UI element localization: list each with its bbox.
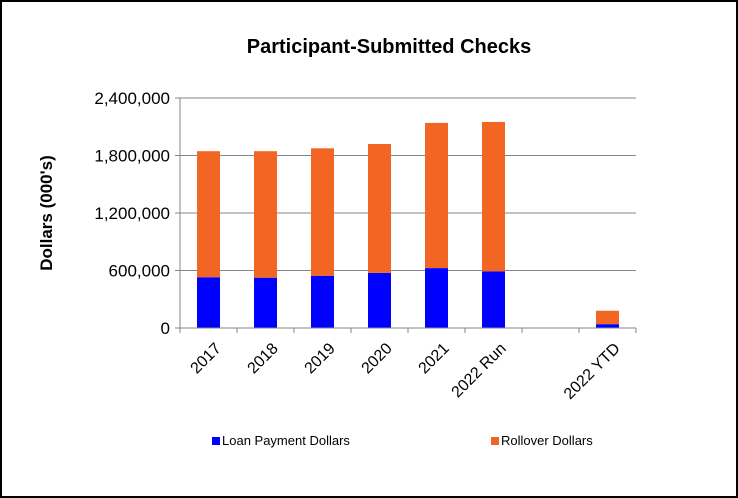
bars: [197, 121, 619, 328]
bar-loan-payment: [425, 268, 448, 328]
axes: [175, 97, 637, 333]
x-tick-label: 2018: [244, 340, 281, 377]
bar-loan-payment: [368, 272, 391, 328]
x-tick-label: 2019: [301, 340, 338, 377]
x-tick-label: 2021: [415, 340, 452, 377]
chart-title: Participant-Submitted Checks: [247, 36, 532, 58]
bar-loan-payment: [197, 277, 220, 328]
x-tick-label: 2022 Run: [449, 340, 510, 401]
y-tick-labels: 0 600,000 1,200,000 1,800,000 2,400,000: [94, 89, 170, 338]
legend: Loan Payment Dollars Rollover Dollars: [212, 433, 593, 448]
bar-rollover: [311, 148, 334, 276]
y-axis-label: Dollars (000's): [37, 155, 56, 271]
bar-loan-payment: [254, 277, 277, 328]
bar-loan-payment: [311, 275, 334, 328]
x-tick-label: 2017: [187, 340, 224, 377]
y-tick-label: 600,000: [109, 262, 170, 281]
bar-rollover: [197, 151, 220, 278]
y-tick-label: 1,200,000: [94, 204, 170, 223]
bar-loan-payment: [482, 271, 505, 328]
bar-rollover: [425, 122, 448, 269]
legend-label-loan-payment: Loan Payment Dollars: [222, 433, 350, 448]
bar-rollover: [482, 121, 505, 272]
bar-rollover: [368, 144, 391, 273]
y-tick-label: 1,800,000: [94, 147, 170, 166]
bar-loan-payment: [596, 324, 619, 328]
legend-label-rollover: Rollover Dollars: [501, 433, 593, 448]
x-tick-label: 2020: [358, 340, 395, 377]
bar-rollover: [596, 310, 619, 325]
bar-rollover: [254, 151, 277, 278]
legend-swatch-rollover: [491, 437, 499, 445]
x-tick-label: 2022 YTD: [561, 340, 624, 403]
gridlines: [180, 97, 636, 271]
y-tick-label: 0: [161, 319, 170, 338]
legend-swatch-loan-payment: [212, 437, 220, 445]
y-tick-label: 2,400,000: [94, 89, 170, 108]
